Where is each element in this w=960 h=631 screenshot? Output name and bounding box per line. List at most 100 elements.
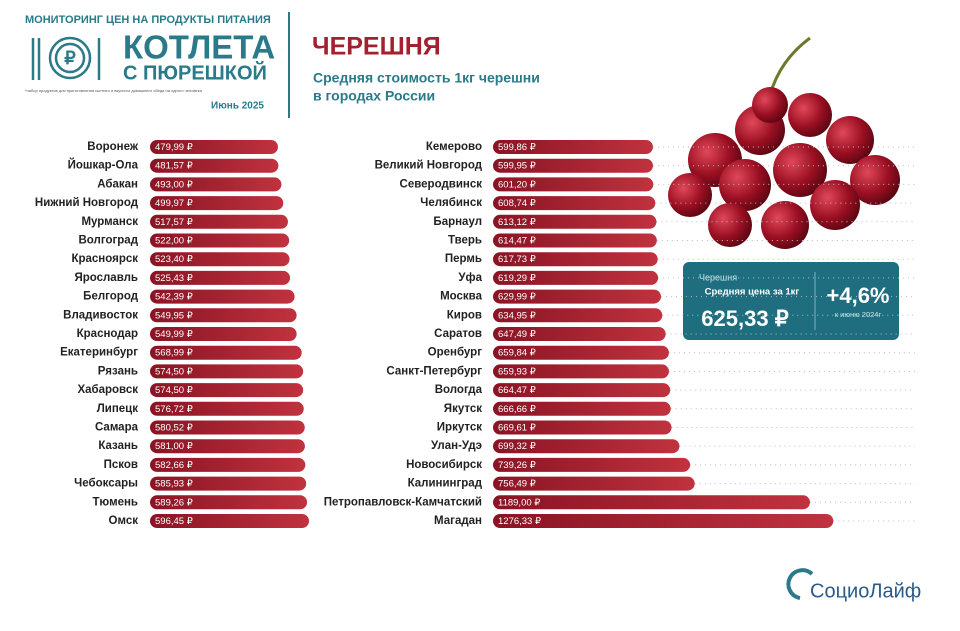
value-label: 481,57 ₽ [155, 161, 194, 172]
category-label: Саратов [434, 328, 482, 340]
bar [150, 177, 282, 192]
value-label: 576,72 ₽ [155, 404, 194, 415]
category-label: Барнаул [433, 216, 482, 228]
category-label: Липецк [97, 403, 139, 415]
value-label: 608,74 ₽ [498, 198, 537, 209]
bar [150, 270, 291, 285]
bar [150, 289, 295, 304]
bar [493, 158, 653, 173]
value-label: 589,26 ₽ [155, 497, 194, 508]
info-change-caption: к июню 2024г [835, 310, 882, 319]
logo-line1: КОТЛЕТА [123, 29, 275, 66]
value-label: 756,49 ₽ [498, 479, 537, 490]
bar [493, 401, 671, 416]
ruble-icon: ₽ [64, 48, 76, 68]
bar [493, 308, 663, 323]
category-label: Москва [440, 291, 483, 303]
value-label: 599,86 ₽ [498, 142, 537, 153]
category-label: Петропавловск-Камчатский [324, 496, 482, 508]
bar [493, 233, 657, 248]
category-label: Краснодар [77, 328, 138, 340]
category-label: Самара [95, 422, 139, 434]
date: Июнь 2025 [211, 101, 264, 112]
bar [493, 383, 671, 398]
bar [493, 420, 672, 435]
value-label: 517,57 ₽ [155, 217, 194, 228]
bar [493, 476, 695, 491]
info-product: Черешня [699, 272, 737, 282]
bar [150, 158, 279, 173]
bar [150, 514, 310, 528]
category-label: Челябинск [420, 197, 482, 209]
category-label: Чебоксары [74, 478, 138, 490]
value-label: 699,32 ₽ [498, 441, 537, 452]
category-label: Кемерово [426, 141, 482, 153]
value-label: 619,29 ₽ [498, 273, 537, 284]
value-label: 585,93 ₽ [155, 479, 194, 490]
footnote: *набор продуктов для приготовления сытно… [25, 88, 203, 93]
bar [493, 214, 657, 229]
category-label: Владивосток [63, 309, 138, 321]
value-label: 581,00 ₽ [155, 441, 194, 452]
bar [150, 214, 288, 229]
category-label: Вологда [435, 384, 483, 396]
bar [150, 252, 290, 267]
logo-icon [31, 36, 101, 80]
bar [493, 252, 658, 267]
value-label: 1276,33 ₽ [498, 516, 542, 527]
title: ЧЕРЕШНЯ [312, 33, 441, 61]
category-label: Тверь [448, 235, 482, 247]
bar [493, 495, 810, 510]
value-label: 568,99 ₽ [155, 348, 194, 359]
info-box [683, 262, 899, 340]
category-label: Омск [109, 515, 139, 527]
bar [493, 364, 669, 379]
category-label: Якутск [444, 403, 482, 415]
category-label: Калининград [408, 478, 483, 490]
bar [493, 289, 661, 304]
bar [150, 420, 305, 435]
value-label: 525,43 ₽ [155, 273, 194, 284]
category-label: Мурманск [81, 216, 138, 228]
value-label: 596,45 ₽ [155, 516, 194, 527]
bar [150, 383, 304, 398]
value-label: 522,00 ₽ [155, 236, 194, 247]
monitoring: МОНИТОРИНГ ЦЕН НА ПРОДУКТЫ ПИТАНИЯ [25, 14, 271, 26]
value-label: 479,99 ₽ [155, 142, 194, 153]
bar [150, 495, 308, 510]
value-label: 664,47 ₽ [498, 385, 537, 396]
category-label: Екатеринбург [60, 347, 138, 359]
bar [493, 439, 680, 454]
category-label: Псков [104, 459, 138, 471]
value-label: 739,26 ₽ [498, 460, 537, 471]
value-label: 580,52 ₽ [155, 423, 194, 434]
cherry-image [668, 36, 900, 249]
category-label: Рязань [98, 365, 138, 377]
category-label: Улан-Удэ [431, 440, 482, 452]
brand-icon [786, 568, 814, 600]
info-change: +4,6% [827, 283, 890, 308]
value-label: 582,66 ₽ [155, 460, 194, 471]
category-label: Нижний Новгород [35, 197, 139, 209]
value-label: 574,50 ₽ [155, 366, 194, 377]
value-label: 629,99 ₽ [498, 292, 537, 303]
category-label: Ярославль [74, 272, 138, 284]
value-label: 634,95 ₽ [498, 310, 537, 321]
bar [493, 457, 691, 472]
value-label: 659,84 ₽ [498, 348, 537, 359]
bar [493, 270, 659, 285]
value-label: 613,12 ₽ [498, 217, 537, 228]
logo-line2: С ПЮРЕШКОЙ [123, 60, 267, 84]
category-label: Уфа [458, 272, 482, 284]
category-label: Тюмень [93, 496, 138, 508]
bar [493, 177, 654, 192]
bar [150, 327, 297, 341]
info-price: 625,33 ₽ [701, 306, 788, 331]
category-label: Волгоград [78, 235, 138, 247]
value-label: 1189,00 ₽ [498, 497, 541, 508]
bar [493, 327, 666, 341]
bar [150, 233, 290, 248]
value-label: 493,00 ₽ [155, 179, 194, 190]
category-label: Иркутск [437, 422, 482, 434]
